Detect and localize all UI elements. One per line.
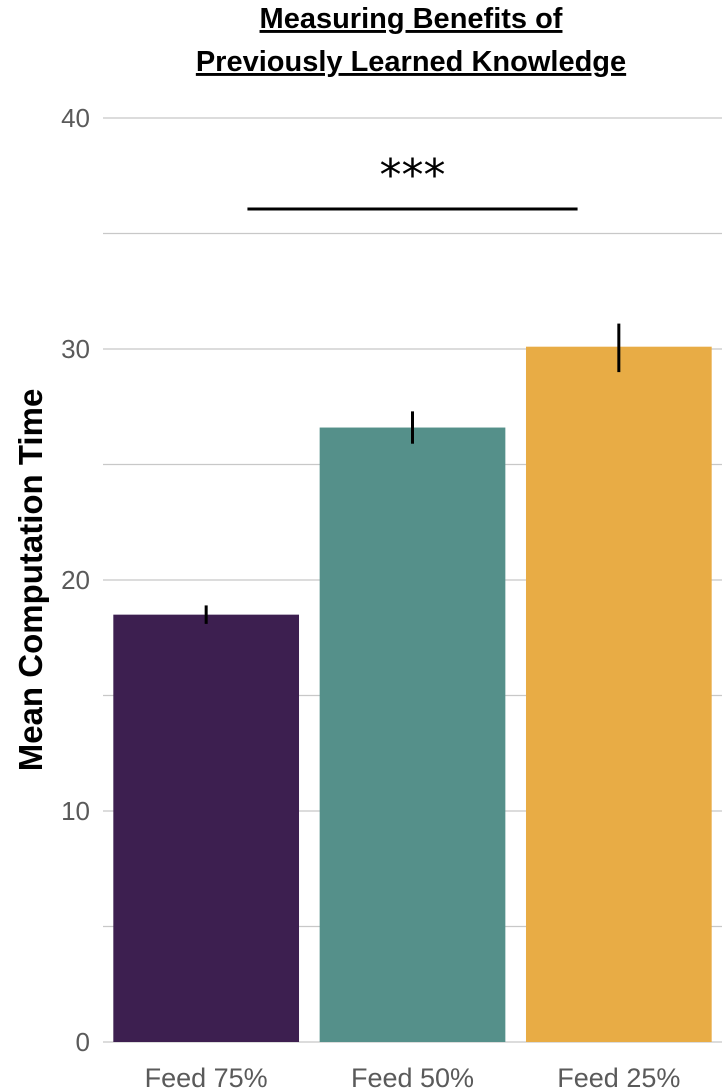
significance-label: *** (380, 150, 446, 201)
bar (113, 614, 300, 1042)
chart-title-line-1: Measuring Benefits of (260, 3, 563, 35)
x-tick-label: Feed 75% (145, 1063, 268, 1091)
y-tick-label: 30 (61, 334, 90, 364)
x-tick-label: Feed 25% (557, 1063, 680, 1091)
y-axis-ticks: 0 10 20 30 40 (61, 103, 90, 1057)
y-tick-label: 20 (61, 565, 90, 595)
bar (525, 346, 712, 1042)
y-tick-label: 10 (61, 796, 90, 826)
y-tick-label: 0 (76, 1027, 90, 1057)
y-axis-label: Mean Computation Time (12, 389, 49, 772)
significance-annotation: *** (247, 150, 578, 211)
y-tick-label: 40 (61, 103, 90, 133)
bars (113, 346, 712, 1042)
error-bars (204, 323, 621, 624)
chart-title-line-2: Previously Learned Knowledge (196, 46, 626, 78)
x-axis-ticks: Feed 75% Feed 50% Feed 25% (145, 1063, 681, 1091)
x-tick-label: Feed 50% (351, 1063, 474, 1091)
bar (319, 427, 506, 1042)
